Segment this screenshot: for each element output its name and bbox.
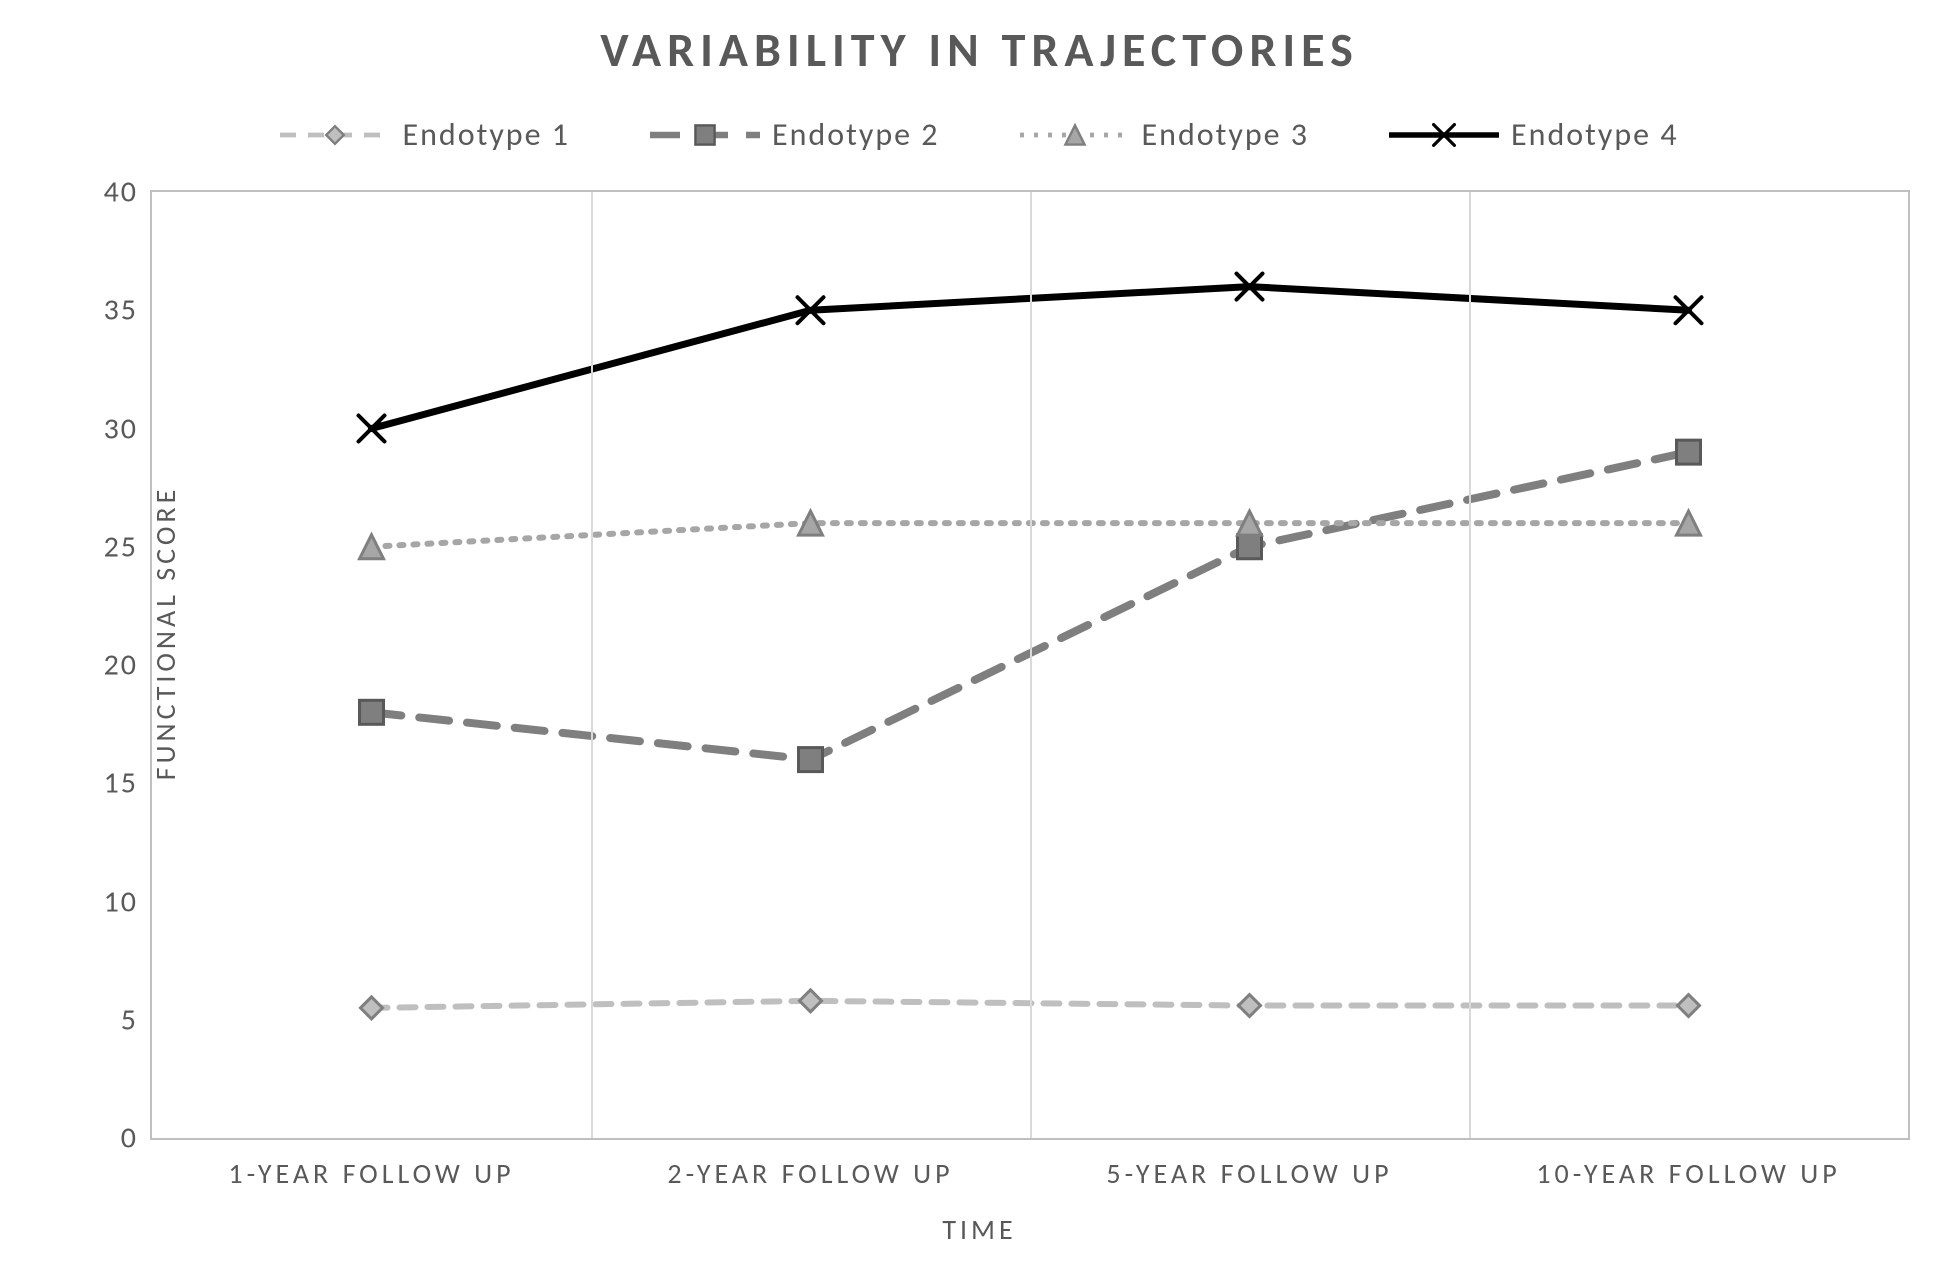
legend-item: Endotype 1 — [280, 115, 570, 154]
legend-swatch — [280, 120, 390, 150]
gridline — [591, 192, 593, 1138]
y-tick-label: 35 — [104, 292, 138, 329]
legend-swatch — [1389, 120, 1499, 150]
y-tick-label: 25 — [104, 528, 138, 565]
y-tick-label: 15 — [104, 765, 138, 802]
legend-item: Endotype 4 — [1389, 115, 1679, 154]
gridline — [1030, 192, 1032, 1138]
y-tick-label: 20 — [104, 647, 138, 684]
legend-item: Endotype 3 — [1020, 115, 1310, 154]
x-tick-label: 2-YEAR FOLLOW UP — [667, 1156, 953, 1191]
y-tick-label: 10 — [104, 883, 138, 920]
y-tick-label: 5 — [121, 1001, 138, 1038]
legend-label: Endotype 4 — [1511, 115, 1679, 154]
chart-title: VARIABILITY IN TRAJECTORIES — [0, 20, 1959, 79]
x-axis-label: TIME — [0, 1212, 1959, 1247]
legend-label: Endotype 2 — [772, 115, 940, 154]
chart-container: VARIABILITY IN TRAJECTORIES Endotype 1En… — [0, 0, 1959, 1265]
x-tick-label: 10-YEAR FOLLOW UP — [1536, 1156, 1840, 1191]
y-tick-label: 0 — [121, 1120, 138, 1157]
plot-area: 05101520253035401-YEAR FOLLOW UP2-YEAR F… — [150, 190, 1910, 1140]
y-tick-label: 40 — [104, 174, 138, 211]
x-tick-label: 1-YEAR FOLLOW UP — [228, 1156, 514, 1191]
legend-swatch — [650, 120, 760, 150]
legend-label: Endotype 3 — [1142, 115, 1310, 154]
y-tick-label: 30 — [104, 410, 138, 447]
legend-item: Endotype 2 — [650, 115, 940, 154]
gridline — [1469, 192, 1471, 1138]
legend-label: Endotype 1 — [402, 115, 570, 154]
x-tick-label: 5-YEAR FOLLOW UP — [1106, 1156, 1392, 1191]
legend-swatch — [1020, 120, 1130, 150]
legend: Endotype 1 Endotype 2 Endotype 3 Endotype 4 — [0, 115, 1959, 159]
